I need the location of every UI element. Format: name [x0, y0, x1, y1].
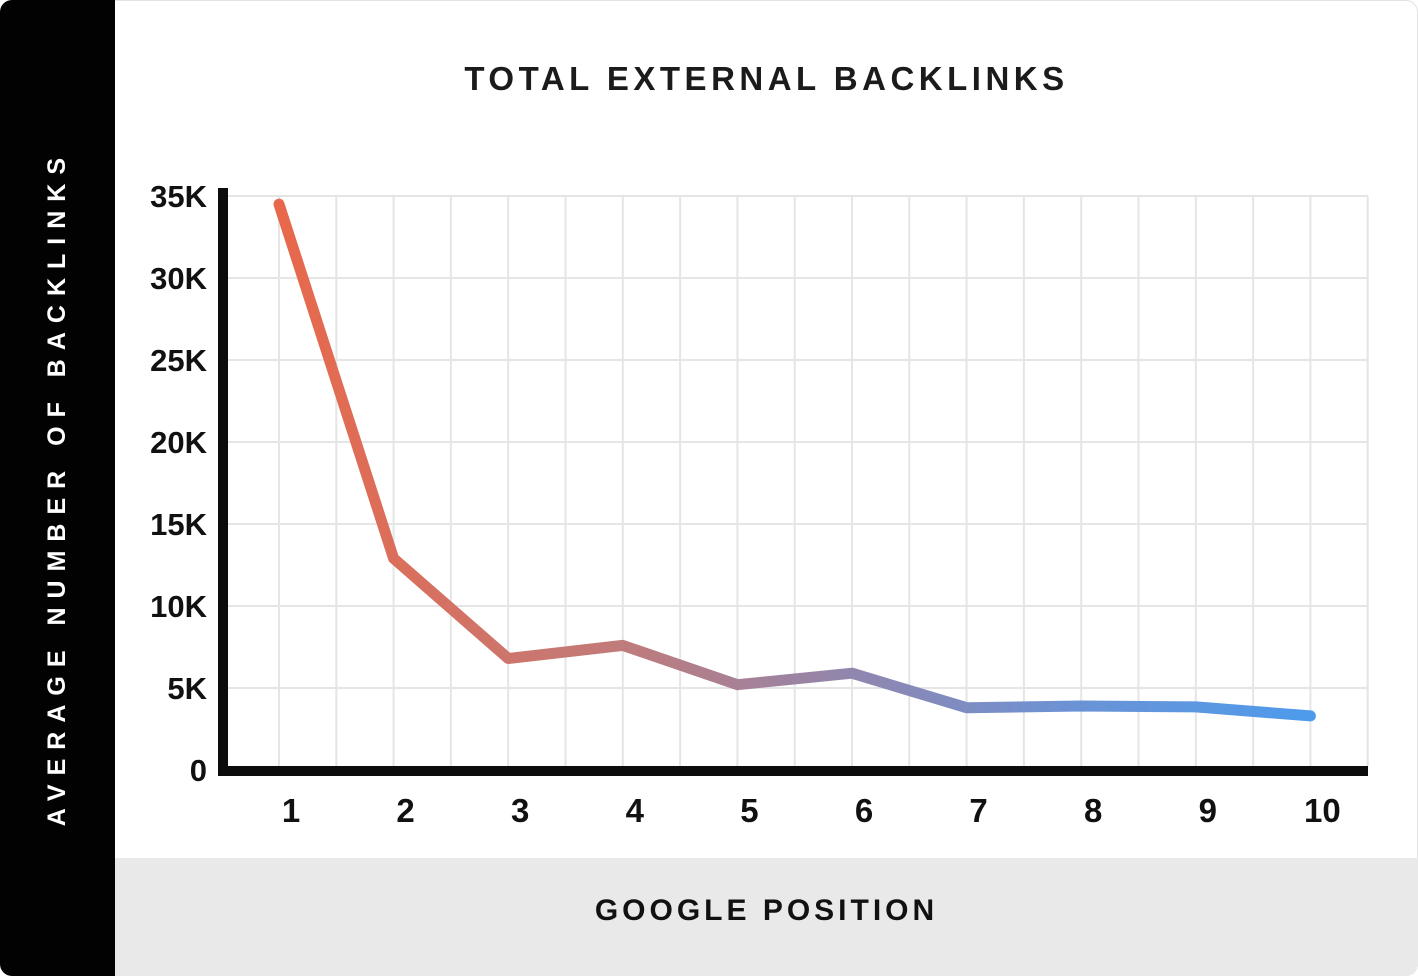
x-tick-label: 8 — [1084, 792, 1102, 829]
y-tick-label: 5K — [167, 671, 207, 706]
x-tick-labels: 1 2 3 4 5 6 7 8 9 10 — [282, 792, 1341, 829]
x-tick-label: 7 — [969, 792, 987, 829]
y-tick-label: 35K — [150, 179, 207, 214]
gridlines — [228, 195, 1369, 766]
x-axis-title: GOOGLE POSITION — [594, 894, 939, 927]
x-tick-label: 6 — [855, 792, 873, 829]
x-tick-label: 3 — [511, 792, 529, 829]
x-tick-label: 4 — [626, 792, 645, 829]
backlinks-line — [273, 198, 1316, 722]
y-tick-label: 15K — [150, 507, 207, 542]
x-tick-label: 2 — [396, 792, 414, 829]
x-tick-label: 5 — [740, 792, 758, 829]
x-axis-panel: GOOGLE POSITION — [115, 858, 1418, 976]
axes — [218, 188, 1368, 776]
x-tick-label: 10 — [1304, 792, 1341, 829]
x-tick-label: 1 — [282, 792, 300, 829]
y-tick-label: 20K — [150, 425, 207, 460]
y-axis-line — [218, 188, 228, 776]
y-tick-label: 25K — [150, 343, 207, 378]
y-tick-label: 30K — [150, 261, 207, 296]
x-axis-line — [218, 766, 1368, 776]
y-tick-label: 0 — [190, 753, 207, 788]
y-axis-panel: AVERAGE NUMBER OF BACKLINKS — [0, 0, 115, 976]
x-tick-label: 9 — [1199, 792, 1217, 829]
y-tick-label: 10K — [150, 589, 207, 624]
y-tick-labels: 35K 30K 25K 20K 15K 10K 5K 0 — [150, 179, 207, 788]
chart-title: TOTAL EXTERNAL BACKLINKS — [464, 60, 1069, 97]
